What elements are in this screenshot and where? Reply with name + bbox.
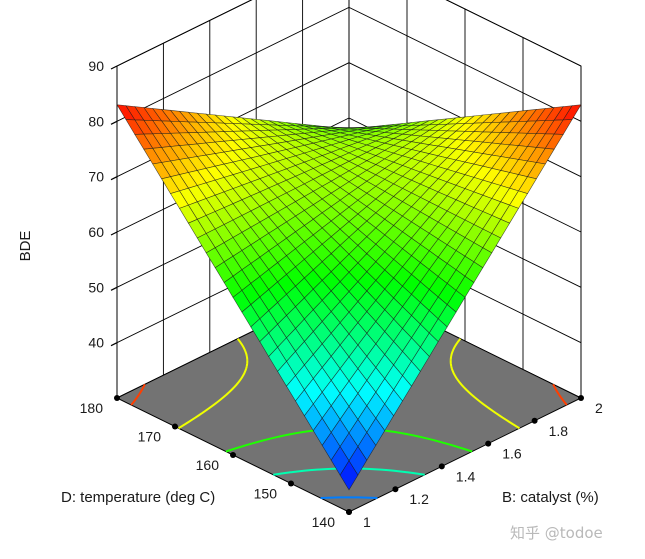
catalyst-tick-label: 2 — [595, 400, 603, 416]
z-tick — [110, 176, 118, 181]
z-tick — [110, 120, 118, 125]
catalyst-tick — [578, 395, 584, 401]
temperature-tick — [114, 395, 120, 401]
z-tick-label: 90 — [88, 58, 104, 74]
catalyst-tick — [485, 440, 492, 447]
x-axis-title: D: temperature (deg C) — [61, 489, 215, 506]
catalyst-tick-label: 1.6 — [502, 446, 522, 462]
z-axis-title: BDE — [17, 231, 34, 262]
z-tick-label: 40 — [88, 335, 104, 351]
temperature-tick-label: 180 — [80, 400, 104, 416]
temperature-tick — [230, 452, 236, 458]
contour-line — [320, 496, 378, 500]
y-axis-title: B: catalyst (%) — [502, 489, 599, 506]
z-gridline — [116, 0, 582, 67]
z-tick-label: 70 — [88, 169, 104, 185]
surface-cell — [339, 460, 359, 491]
catalyst-tick-label: 1.2 — [409, 491, 429, 507]
temperature-tick-label: 140 — [312, 514, 336, 530]
temperature-tick-label: 170 — [138, 429, 162, 445]
z-tick-label: 60 — [88, 224, 104, 240]
floor-contours — [130, 292, 568, 500]
catalyst-tick — [438, 463, 445, 470]
watermark: 知乎 @todoe — [510, 524, 603, 542]
catalyst-tick-label: 1.8 — [549, 423, 569, 439]
catalyst-tick — [392, 486, 399, 493]
temperature-tick-label: 150 — [254, 486, 278, 502]
catalyst-tick-label: 1.4 — [456, 468, 476, 484]
z-tick — [110, 342, 118, 347]
z-tick-label: 80 — [88, 113, 104, 129]
z-tick — [110, 286, 118, 291]
temperature-tick — [172, 423, 178, 430]
temperature-tick — [288, 480, 294, 487]
catalyst-tick-label: 1 — [363, 514, 371, 530]
z-tick — [110, 65, 118, 70]
contour-line — [178, 338, 520, 430]
contour-line — [130, 383, 568, 406]
response-surface — [116, 104, 582, 491]
temperature-tick-label: 160 — [196, 457, 220, 473]
catalyst-tick — [346, 509, 352, 515]
axes: 40 50 60 70 80 90 140 150 160 170 180 1 1.2 1.4 1.6 1.8… — [80, 58, 603, 530]
z-tick — [110, 231, 118, 236]
catalyst-tick — [531, 417, 538, 424]
z-tick-label: 50 — [88, 279, 104, 295]
